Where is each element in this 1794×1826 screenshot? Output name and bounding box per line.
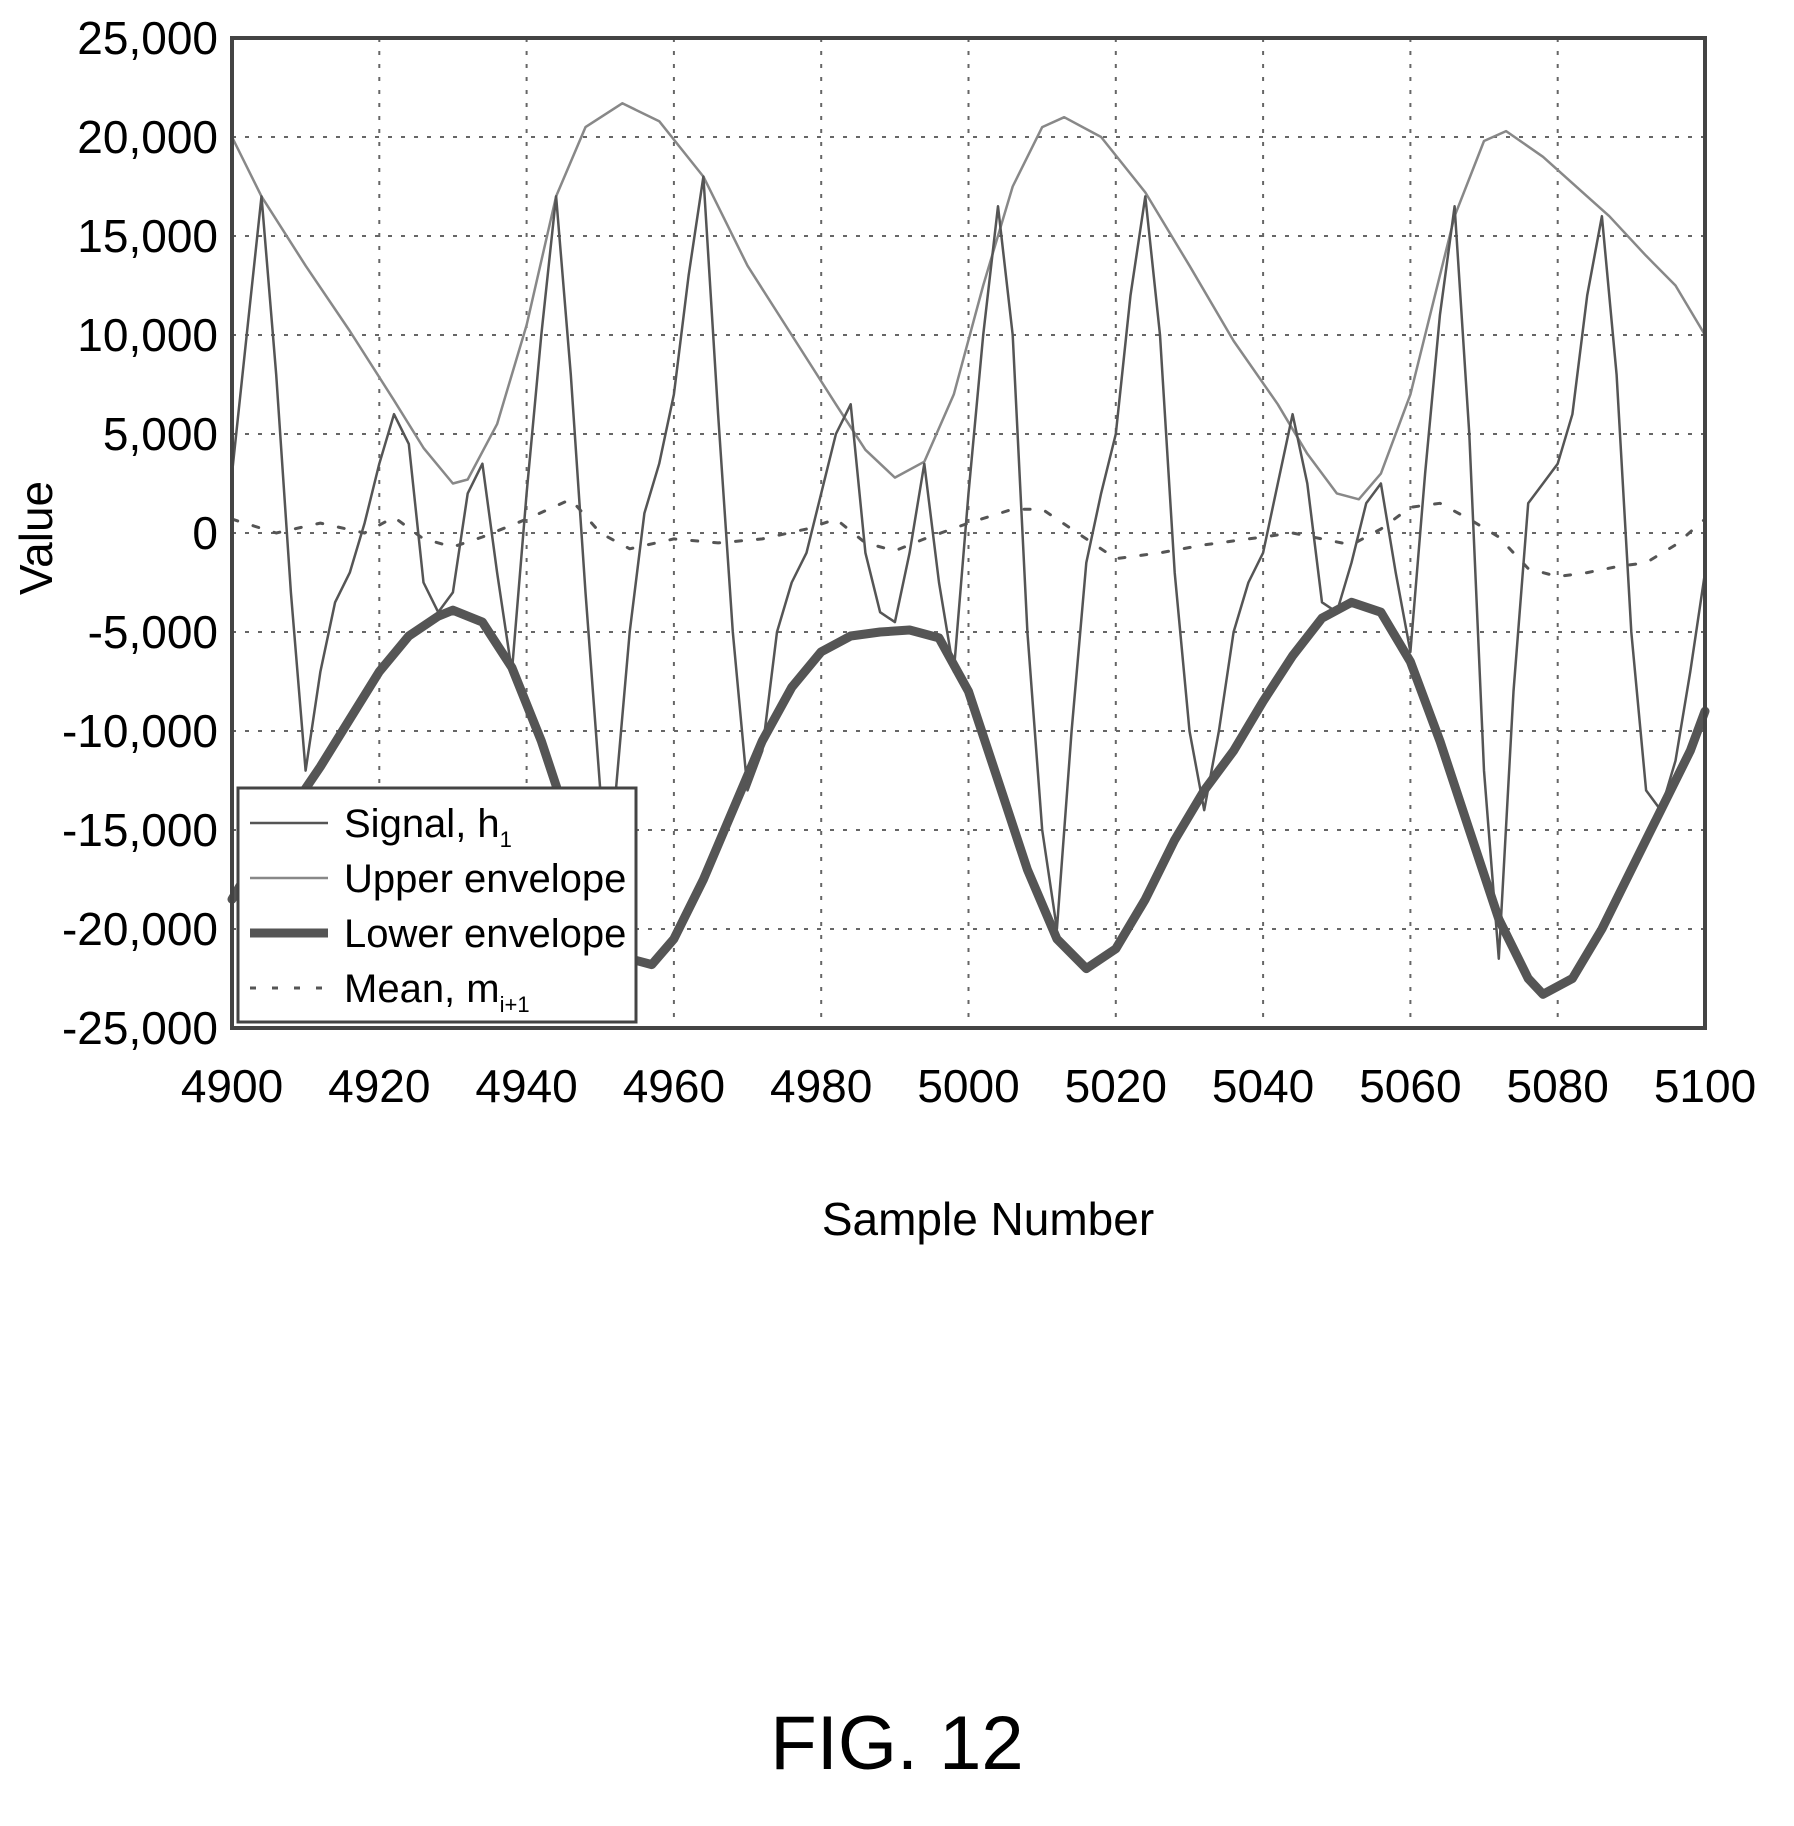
x-tick-label: 5100	[1654, 1060, 1756, 1112]
legend: Signal, h1 Upper envelope Lower envelope Me…	[236, 786, 638, 1024]
y-tick-label: 5,000	[103, 408, 218, 460]
figure-caption: FIG. 12	[770, 1701, 1024, 1786]
x-tick-label: 5040	[1212, 1060, 1314, 1112]
y-tick-label: -25,000	[62, 1002, 218, 1054]
x-tick-label: 5060	[1359, 1060, 1461, 1112]
y-tick-label: 0	[192, 507, 218, 559]
x-tick-label: 5020	[1065, 1060, 1167, 1112]
x-tick-label: 5000	[917, 1060, 1019, 1112]
series-line-1	[230, 102, 1707, 501]
x-axis-title: Sample Number	[822, 1193, 1154, 1245]
series-line-0	[230, 175, 1707, 960]
x-tick-label: 4940	[475, 1060, 577, 1112]
series-layer	[227, 102, 1710, 999]
y-tick-label: 10,000	[77, 309, 218, 361]
tick-labels: 4900 4920 4940 4960 4980 5000 5020 5040 5060 5080…	[62, 12, 1756, 1112]
legend-label-subscript: i+1	[500, 992, 530, 1017]
legend-box	[236, 786, 638, 1024]
plot-frame	[230, 36, 1707, 1030]
y-tick-label: 25,000	[77, 12, 218, 64]
y-tick-label: -5,000	[88, 606, 218, 658]
y-tick-label: -10,000	[62, 705, 218, 757]
series-line-3	[230, 497, 1707, 579]
y-tick-label: 15,000	[77, 210, 218, 262]
legend-label: Upper envelope	[344, 857, 626, 901]
legend-label-subscript: 1	[500, 827, 512, 852]
x-tick-label: 4980	[770, 1060, 872, 1112]
x-tick-label: 5080	[1507, 1060, 1609, 1112]
y-axis-title: Value	[10, 481, 62, 595]
x-tick-label: 4960	[623, 1060, 725, 1112]
x-tick-label: 4900	[181, 1060, 283, 1112]
legend-label: Mean, mi+1	[344, 967, 530, 1017]
y-tick-label: -20,000	[62, 903, 218, 955]
series-line-2	[227, 597, 1710, 999]
y-tick-label: -15,000	[62, 804, 218, 856]
x-tick-label: 4920	[328, 1060, 430, 1112]
legend-label: Signal, h1	[344, 802, 512, 852]
y-tick-label: 20,000	[77, 111, 218, 163]
grid-lines	[232, 38, 1705, 1028]
legend-label: Lower envelope	[344, 912, 626, 956]
